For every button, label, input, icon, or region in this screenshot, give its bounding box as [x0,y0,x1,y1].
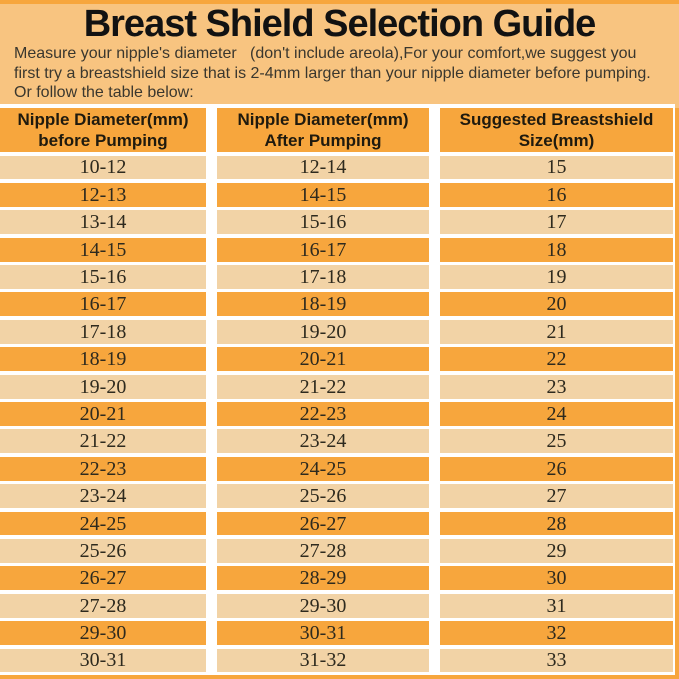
table-cell-size: 30 [440,566,673,591]
table-cell-size: 15 [440,155,673,180]
table-cell-after: 19-20 [217,319,429,344]
table-row: 24-25 26-27 28 [0,511,673,536]
page-title: Breast Shield Selection Guide [83,3,597,45]
table-row: 30-31 31-32 33 [0,648,673,673]
right-border-strip [675,108,679,679]
table-cell-before: 21-22 [0,429,206,454]
table-cell-size: 31 [440,593,673,618]
table-row: 29-30 30-31 32 [0,621,673,646]
table-cell-after: 31-32 [217,648,429,673]
table-cell-before: 27-28 [0,593,206,618]
table-row: 17-18 19-20 21 [0,319,673,344]
intro-line: first try a breastshield size that is 2-… [14,64,651,82]
table-cell-size: 33 [440,648,673,673]
table-cell-size: 29 [440,538,673,563]
table-cell-size: 28 [440,511,673,536]
table-row: 18-19 20-21 22 [0,347,673,372]
column-header-line: After Pumping [264,131,382,150]
intro-line: Measure your nipple's diameter (don't in… [14,45,637,62]
table-cell-after: 29-30 [217,593,429,618]
table-row: 10-12 12-14 15 [0,155,673,180]
column-header-line: Nipple Diameter(mm) [17,110,189,129]
table-header-row: Nipple Diameter(mm) before Pumping Nippl… [0,108,673,152]
table-row: 12-13 14-15 16 [0,182,673,207]
table-cell-before: 13-14 [0,210,206,235]
table-cell-before: 16-17 [0,292,206,317]
table-row: 27-28 29-30 31 [0,593,673,618]
intro-paragraph: Measure your nipple's diameter (don't in… [14,44,670,103]
column-header-line: Suggested Breastshield [459,110,654,129]
column-header-line: Size(mm) [518,131,595,150]
table-row: 19-20 21-22 23 [0,374,673,399]
table-cell-after: 17-18 [217,265,429,289]
table-cell-size: 24 [440,402,673,426]
column-header-line: Nipple Diameter(mm) [237,110,409,129]
table-cell-size: 16 [440,182,673,207]
table-cell-after: 25-26 [217,484,429,509]
table-cell-before: 23-24 [0,484,206,509]
table-cell-after: 12-14 [217,155,429,180]
column-header-after-pumping: Nipple Diameter(mm) After Pumping [217,108,429,152]
table-row: 20-21 22-23 24 [0,402,673,426]
table-cell-before: 20-21 [0,402,206,426]
table-cell-before: 18-19 [0,347,206,372]
table-cell-after: 23-24 [217,429,429,454]
table-row: 26-27 28-29 30 [0,566,673,591]
table-cell-after: 14-15 [217,182,429,207]
selection-table: Nipple Diameter(mm) before Pumping Nippl… [0,104,675,675]
table-cell-before: 10-12 [0,155,206,180]
table-row: 21-22 23-24 25 [0,429,673,454]
table-cell-after: 16-17 [217,237,429,262]
table-cell-before: 25-26 [0,538,206,563]
table-cell-size: 26 [440,456,673,481]
table-cell-after: 22-23 [217,402,429,426]
table-cell-after: 18-19 [217,292,429,317]
table-cell-size: 23 [440,374,673,399]
table-cell-size: 17 [440,210,673,235]
bottom-border-strip [0,675,679,679]
table-cell-size: 32 [440,621,673,646]
table-cell-after: 30-31 [217,621,429,646]
table-row: 16-17 18-19 20 [0,292,673,317]
table-cell-size: 19 [440,265,673,289]
table-row: 22-23 24-25 26 [0,456,673,481]
table-cell-before: 26-27 [0,566,206,591]
table-cell-before: 17-18 [0,319,206,344]
table-cell-size: 21 [440,319,673,344]
table-row: 15-16 17-18 19 [0,265,673,289]
table-cell-after: 15-16 [217,210,429,235]
column-header-before-pumping: Nipple Diameter(mm) before Pumping [0,108,206,152]
table-cell-before: 12-13 [0,182,206,207]
table-cell-after: 26-27 [217,511,429,536]
table-row: 13-14 15-16 17 [0,210,673,235]
table-row: 14-15 16-17 18 [0,237,673,262]
table-cell-before: 14-15 [0,237,206,262]
table-cell-before: 22-23 [0,456,206,481]
table-cell-before: 30-31 [0,648,206,673]
table-cell-after: 28-29 [217,566,429,591]
table-cell-after: 21-22 [217,374,429,399]
intro-line: Or follow the table below: [14,84,194,101]
table-cell-before: 29-30 [0,621,206,646]
table-cell-after: 27-28 [217,538,429,563]
table-cell-before: 15-16 [0,265,206,289]
table-cell-size: 18 [440,237,673,262]
table-cell-size: 27 [440,484,673,509]
table-row: 23-24 25-26 27 [0,484,673,509]
table-cell-before: 24-25 [0,511,206,536]
table-cell-size: 22 [440,347,673,372]
table-cell-size: 20 [440,292,673,317]
table-cell-before: 19-20 [0,374,206,399]
table-cell-size: 25 [440,429,673,454]
table-row: 25-26 27-28 29 [0,538,673,563]
table-cell-after: 24-25 [217,456,429,481]
column-header-suggested-size: Suggested Breastshield Size(mm) [440,108,673,152]
top-border-strip [0,0,679,4]
table-cell-after: 20-21 [217,347,429,372]
column-header-line: before Pumping [38,131,168,150]
